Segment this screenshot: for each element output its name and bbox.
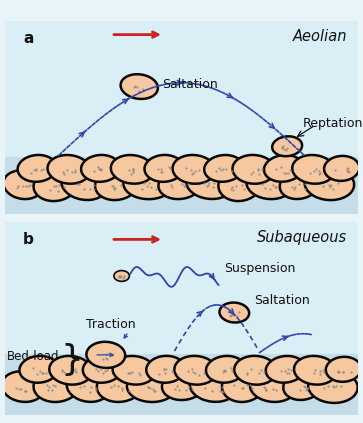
Ellipse shape	[97, 369, 143, 402]
Ellipse shape	[234, 356, 277, 385]
Ellipse shape	[49, 356, 92, 385]
Text: {: {	[52, 340, 75, 374]
Ellipse shape	[283, 371, 323, 400]
Ellipse shape	[113, 356, 155, 385]
Ellipse shape	[111, 155, 154, 184]
Ellipse shape	[83, 356, 122, 383]
Ellipse shape	[324, 156, 359, 181]
Ellipse shape	[162, 371, 205, 400]
Ellipse shape	[266, 356, 305, 383]
Ellipse shape	[81, 155, 120, 182]
Ellipse shape	[3, 170, 43, 199]
Ellipse shape	[305, 168, 354, 200]
Ellipse shape	[292, 155, 335, 184]
Ellipse shape	[114, 271, 129, 281]
Text: Suspension: Suspension	[224, 262, 295, 275]
Ellipse shape	[280, 170, 319, 199]
FancyBboxPatch shape	[0, 354, 363, 418]
Ellipse shape	[61, 168, 108, 200]
Text: Aeolian: Aeolian	[293, 29, 347, 44]
Ellipse shape	[308, 370, 358, 403]
Ellipse shape	[67, 371, 110, 402]
Ellipse shape	[186, 168, 233, 199]
Ellipse shape	[220, 302, 249, 322]
Ellipse shape	[95, 170, 138, 200]
Ellipse shape	[246, 168, 293, 199]
FancyBboxPatch shape	[0, 157, 363, 217]
Ellipse shape	[172, 155, 215, 184]
Ellipse shape	[272, 136, 302, 156]
Ellipse shape	[123, 168, 173, 199]
Ellipse shape	[174, 356, 217, 385]
Ellipse shape	[19, 356, 58, 383]
Text: Saltation: Saltation	[162, 78, 218, 91]
Ellipse shape	[144, 155, 183, 182]
Ellipse shape	[18, 155, 57, 182]
Text: Traction: Traction	[86, 318, 136, 331]
Ellipse shape	[121, 74, 158, 99]
Ellipse shape	[158, 170, 201, 199]
Text: Bed-load: Bed-load	[7, 350, 60, 363]
Ellipse shape	[222, 369, 264, 402]
Text: Reptation: Reptation	[303, 117, 363, 130]
Ellipse shape	[264, 155, 303, 182]
Ellipse shape	[2, 371, 44, 402]
Ellipse shape	[146, 356, 185, 383]
Ellipse shape	[204, 155, 243, 182]
Ellipse shape	[33, 369, 79, 402]
FancyBboxPatch shape	[0, 16, 363, 218]
Ellipse shape	[86, 342, 125, 368]
Ellipse shape	[326, 357, 361, 382]
FancyBboxPatch shape	[0, 217, 363, 419]
Ellipse shape	[294, 356, 337, 385]
Text: a: a	[23, 31, 33, 46]
Ellipse shape	[127, 371, 176, 402]
Ellipse shape	[48, 155, 90, 184]
Text: b: b	[23, 232, 34, 247]
Ellipse shape	[219, 168, 261, 201]
Ellipse shape	[206, 356, 245, 383]
Ellipse shape	[33, 170, 76, 201]
Text: Subaqueous: Subaqueous	[257, 230, 347, 245]
Ellipse shape	[250, 371, 296, 402]
Ellipse shape	[190, 371, 236, 402]
Text: Saltation: Saltation	[254, 294, 309, 308]
Ellipse shape	[232, 155, 275, 184]
